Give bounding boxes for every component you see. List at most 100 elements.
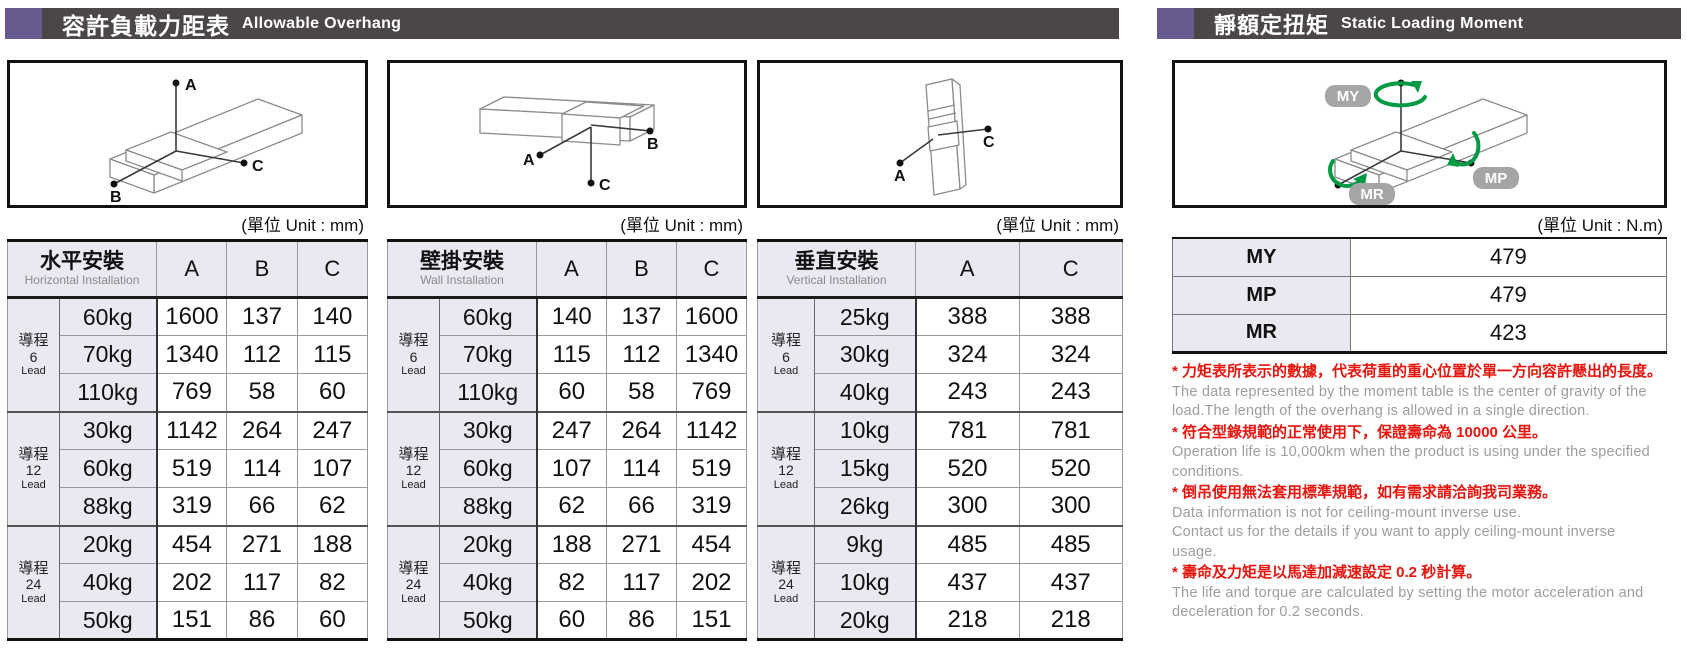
value-cell: 107 bbox=[535, 449, 607, 488]
table-row: 40kg 82 117 202 bbox=[388, 563, 747, 602]
diagram-horizontal-installation: A C B bbox=[7, 60, 368, 208]
lead-value: 6 bbox=[409, 348, 418, 365]
value-cell: 140 bbox=[535, 297, 607, 336]
table-horizontal-installation: 水平安裝 Horizontal Installation A B C 導程 6 Lead 60k… bbox=[6, 239, 369, 641]
load-cell: 88kg bbox=[439, 487, 537, 526]
table-title-zh: 水平安裝 bbox=[40, 250, 124, 274]
value-cell: 781 bbox=[914, 410, 1020, 450]
value-cell: 151 bbox=[676, 601, 747, 640]
table-row: 70kg 1340 112 115 bbox=[8, 335, 369, 374]
moment-row: MR 423 bbox=[1172, 313, 1668, 353]
lead-cell: 導程 24 Lead bbox=[7, 524, 60, 640]
section-title-zh: 靜額定扭矩 bbox=[1214, 12, 1330, 38]
table-row: 導程 12 Lead 30kg 1142 264 247 bbox=[7, 410, 369, 526]
value-cell: 107 bbox=[296, 449, 369, 488]
lead-label-zh: 導程 bbox=[18, 446, 49, 464]
table-row: 60kg 519 114 107 bbox=[8, 449, 369, 488]
value-cell: 388 bbox=[914, 297, 1020, 336]
lead-label-en: Lead bbox=[21, 592, 46, 605]
table-row: 110kg 60 58 769 bbox=[388, 373, 747, 412]
lead-cell: 導程 24 Lead bbox=[387, 524, 440, 640]
column-horizontal-installation: A C B (單位 Unit : mm) 水平安裝 Horizontal Inst… bbox=[6, 0, 369, 661]
moment-label-cell: MY bbox=[1172, 237, 1351, 277]
table-row: 60kg 107 114 519 bbox=[388, 449, 747, 488]
lead-value: 12 bbox=[778, 462, 794, 479]
table-vertical-installation: 垂直安裝 Vertical Installation A C 導程 6 Lead 25kg 38… bbox=[757, 239, 1123, 641]
lead-label-en: Lead bbox=[21, 365, 46, 378]
load-cell: 30kg bbox=[58, 410, 158, 450]
lead-value: 12 bbox=[25, 462, 42, 479]
lead-cell: 導程 24 Lead bbox=[757, 524, 815, 640]
load-cell: 40kg bbox=[439, 563, 537, 602]
load-cell: 20kg bbox=[58, 524, 158, 564]
table-row: 50kg 60 86 151 bbox=[388, 601, 747, 640]
lead-label-zh: 導程 bbox=[18, 559, 49, 577]
vertical-rail-diagram-icon: A C bbox=[894, 78, 995, 196]
table-title-en: Wall Installation bbox=[420, 273, 504, 288]
note-line-en: The data represented by the moment table… bbox=[1172, 383, 1647, 420]
moment-value-cell: 423 bbox=[1349, 313, 1668, 353]
unit-label: (單位 Unit : mm) bbox=[620, 216, 743, 235]
value-cell: 60 bbox=[535, 373, 607, 412]
load-cell: 50kg bbox=[58, 601, 158, 640]
value-cell: 437 bbox=[914, 563, 1020, 602]
moment-label-my: MY bbox=[1337, 88, 1360, 105]
value-cell: 1600 bbox=[155, 297, 228, 336]
load-cell: 20kg bbox=[814, 601, 916, 640]
column-header-c: C bbox=[1018, 240, 1123, 299]
column-header-a: A bbox=[536, 240, 607, 299]
column-header-b: B bbox=[226, 240, 298, 299]
value-cell: 485 bbox=[1018, 524, 1123, 564]
section-title-en: Allowable Overhang bbox=[242, 14, 402, 32]
lead-label-zh: 導程 bbox=[398, 559, 429, 577]
value-cell: 86 bbox=[606, 601, 677, 640]
value-cell: 243 bbox=[914, 373, 1020, 412]
lead-value: 6 bbox=[29, 348, 38, 365]
table-row: 10kg 437 437 bbox=[758, 563, 1123, 602]
table-row: 導程 24 Lead 9kg 485 485 bbox=[757, 524, 1123, 640]
load-cell: 50kg bbox=[439, 601, 537, 640]
table-title-cell: 垂直安裝 Vertical Installation bbox=[757, 240, 916, 299]
value-cell: 769 bbox=[676, 373, 747, 412]
table-title-cell: 壁掛安裝 Wall Installation bbox=[387, 240, 537, 299]
load-cell: 60kg bbox=[58, 449, 158, 488]
lead-value: 24 bbox=[25, 576, 42, 593]
load-cell: 60kg bbox=[58, 297, 158, 336]
value-cell: 300 bbox=[1018, 487, 1123, 526]
unit-label: (單位 Unit : N.m) bbox=[1537, 216, 1663, 235]
mp-label-pill bbox=[1473, 167, 1519, 189]
value-cell: 66 bbox=[226, 487, 298, 526]
table-title-en: Horizontal Installation bbox=[24, 273, 140, 288]
table-header-row: 水平安裝 Horizontal Installation A B C bbox=[6, 240, 369, 299]
table-row: 20kg 218 218 bbox=[758, 601, 1123, 640]
column-vertical-installation: A C (單位 Unit : mm) 垂直安裝 Vertical Installa… bbox=[757, 0, 1123, 661]
load-cell: 30kg bbox=[814, 335, 916, 374]
value-cell: 151 bbox=[155, 601, 228, 640]
note-line-zh: * 壽命及力矩是以馬達加減速設定 0.2 秒計算。 bbox=[1172, 564, 1482, 582]
load-cell: 20kg bbox=[439, 524, 537, 564]
unit-label: (單位 Unit : mm) bbox=[241, 216, 364, 235]
lead-label-zh: 導程 bbox=[398, 332, 429, 350]
note-line-en: The life and torque are calculated by se… bbox=[1172, 584, 1644, 621]
lead-label-en: Lead bbox=[773, 592, 799, 605]
axis-label-b: B bbox=[110, 189, 122, 205]
moment-value-cell: 479 bbox=[1349, 275, 1668, 315]
table-row: 導程 12 Lead 30kg 247 264 1142 bbox=[387, 410, 747, 526]
table-row: 88kg 62 66 319 bbox=[388, 487, 747, 526]
column-header-b: B bbox=[606, 240, 677, 299]
axis-label-a: A bbox=[894, 168, 906, 185]
load-cell: 110kg bbox=[439, 373, 537, 412]
value-cell: 82 bbox=[296, 563, 369, 602]
axis-label-c: C bbox=[983, 134, 995, 151]
value-cell: 114 bbox=[226, 449, 298, 488]
value-cell: 66 bbox=[606, 487, 677, 526]
value-cell: 388 bbox=[1018, 297, 1123, 336]
value-cell: 114 bbox=[606, 449, 677, 488]
column-header-c: C bbox=[676, 240, 747, 299]
value-cell: 202 bbox=[155, 563, 228, 602]
lead-value: 24 bbox=[778, 576, 794, 593]
diagram-vertical-installation: A C bbox=[757, 60, 1123, 208]
moment-row: MP 479 bbox=[1172, 275, 1668, 315]
value-cell: 202 bbox=[676, 563, 747, 602]
